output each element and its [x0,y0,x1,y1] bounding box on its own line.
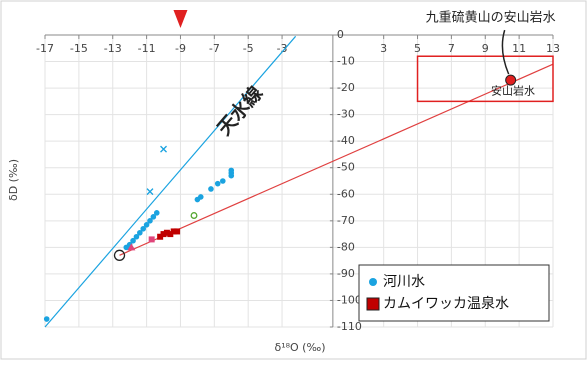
x-tick-label: -9 [175,42,186,55]
data-point [190,212,198,219]
region-label: 安山岩水 [491,83,535,97]
y-tick-label: -80 [337,240,355,253]
x-tick-label: -15 [70,42,88,55]
data-point [137,229,143,236]
y-tick-label: -30 [337,108,355,121]
x-tick-label: -3 [277,42,288,55]
legend-label: 河川水 [383,274,425,290]
y-axis-label: δD (‰) [7,159,20,201]
legend-swatch [369,278,377,286]
data-point [220,178,226,184]
x-tick-label: -7 [209,42,220,55]
x-tick-label: 7 [448,42,455,55]
data-point [143,222,150,228]
data-point [133,233,140,240]
y-tick-label: -110 [337,320,362,333]
y-tick-label: -100 [337,293,362,306]
y-tick-label: -90 [337,267,355,280]
data-point [174,228,181,235]
data-point [43,316,50,322]
data-point [157,233,164,240]
data-point [140,225,147,232]
data-point [160,145,167,153]
data-point [127,243,136,251]
x-tick-label: -11 [138,42,156,55]
x-tick-label: -13 [104,42,122,55]
data-point [153,210,160,216]
legend-label: カムイワッカ温泉水 [383,295,509,312]
data-point [197,194,204,200]
data-point [170,228,177,235]
data-point [150,214,157,220]
top-marker [173,10,188,28]
data-point [228,167,235,174]
data-point [148,236,155,243]
y-tick-label: -40 [337,134,355,147]
data-point [113,249,126,261]
data-point [147,218,153,224]
data-point [167,231,174,238]
data-point [214,180,221,187]
annotation-leader [501,29,510,75]
x-tick-label: 11 [512,42,526,55]
x-tick-label: 5 [414,42,421,55]
data-point [208,186,214,192]
x-tick-label: 3 [380,42,387,55]
y-tick-label: -60 [337,187,355,200]
x-tick-label: 9 [482,42,489,55]
x-tick-label: -5 [243,42,254,55]
x-tick-label: -17 [36,42,54,55]
y-tick-label: -10 [337,55,355,68]
data-point [146,188,154,196]
y-tick-label: -70 [337,214,355,227]
y-tick-label: 0 [337,28,344,41]
annotation-text: 九重硫黄山の安山岩水 [426,10,556,26]
legend-box [358,264,550,322]
legend-swatch [366,297,380,311]
reference-line [119,63,554,256]
y-tick-label: -20 [337,81,355,94]
data-point [163,229,170,236]
x-tick-label: 13 [546,42,560,55]
x-axis-label: δ¹⁸O (‰) [274,341,325,354]
data-point [130,237,136,244]
y-tick-label: -50 [337,161,355,174]
annotation-point [505,74,517,86]
region-box [416,55,554,103]
data-point [160,231,167,238]
line-label: 天水線 [213,82,268,140]
reference-line [44,35,297,328]
